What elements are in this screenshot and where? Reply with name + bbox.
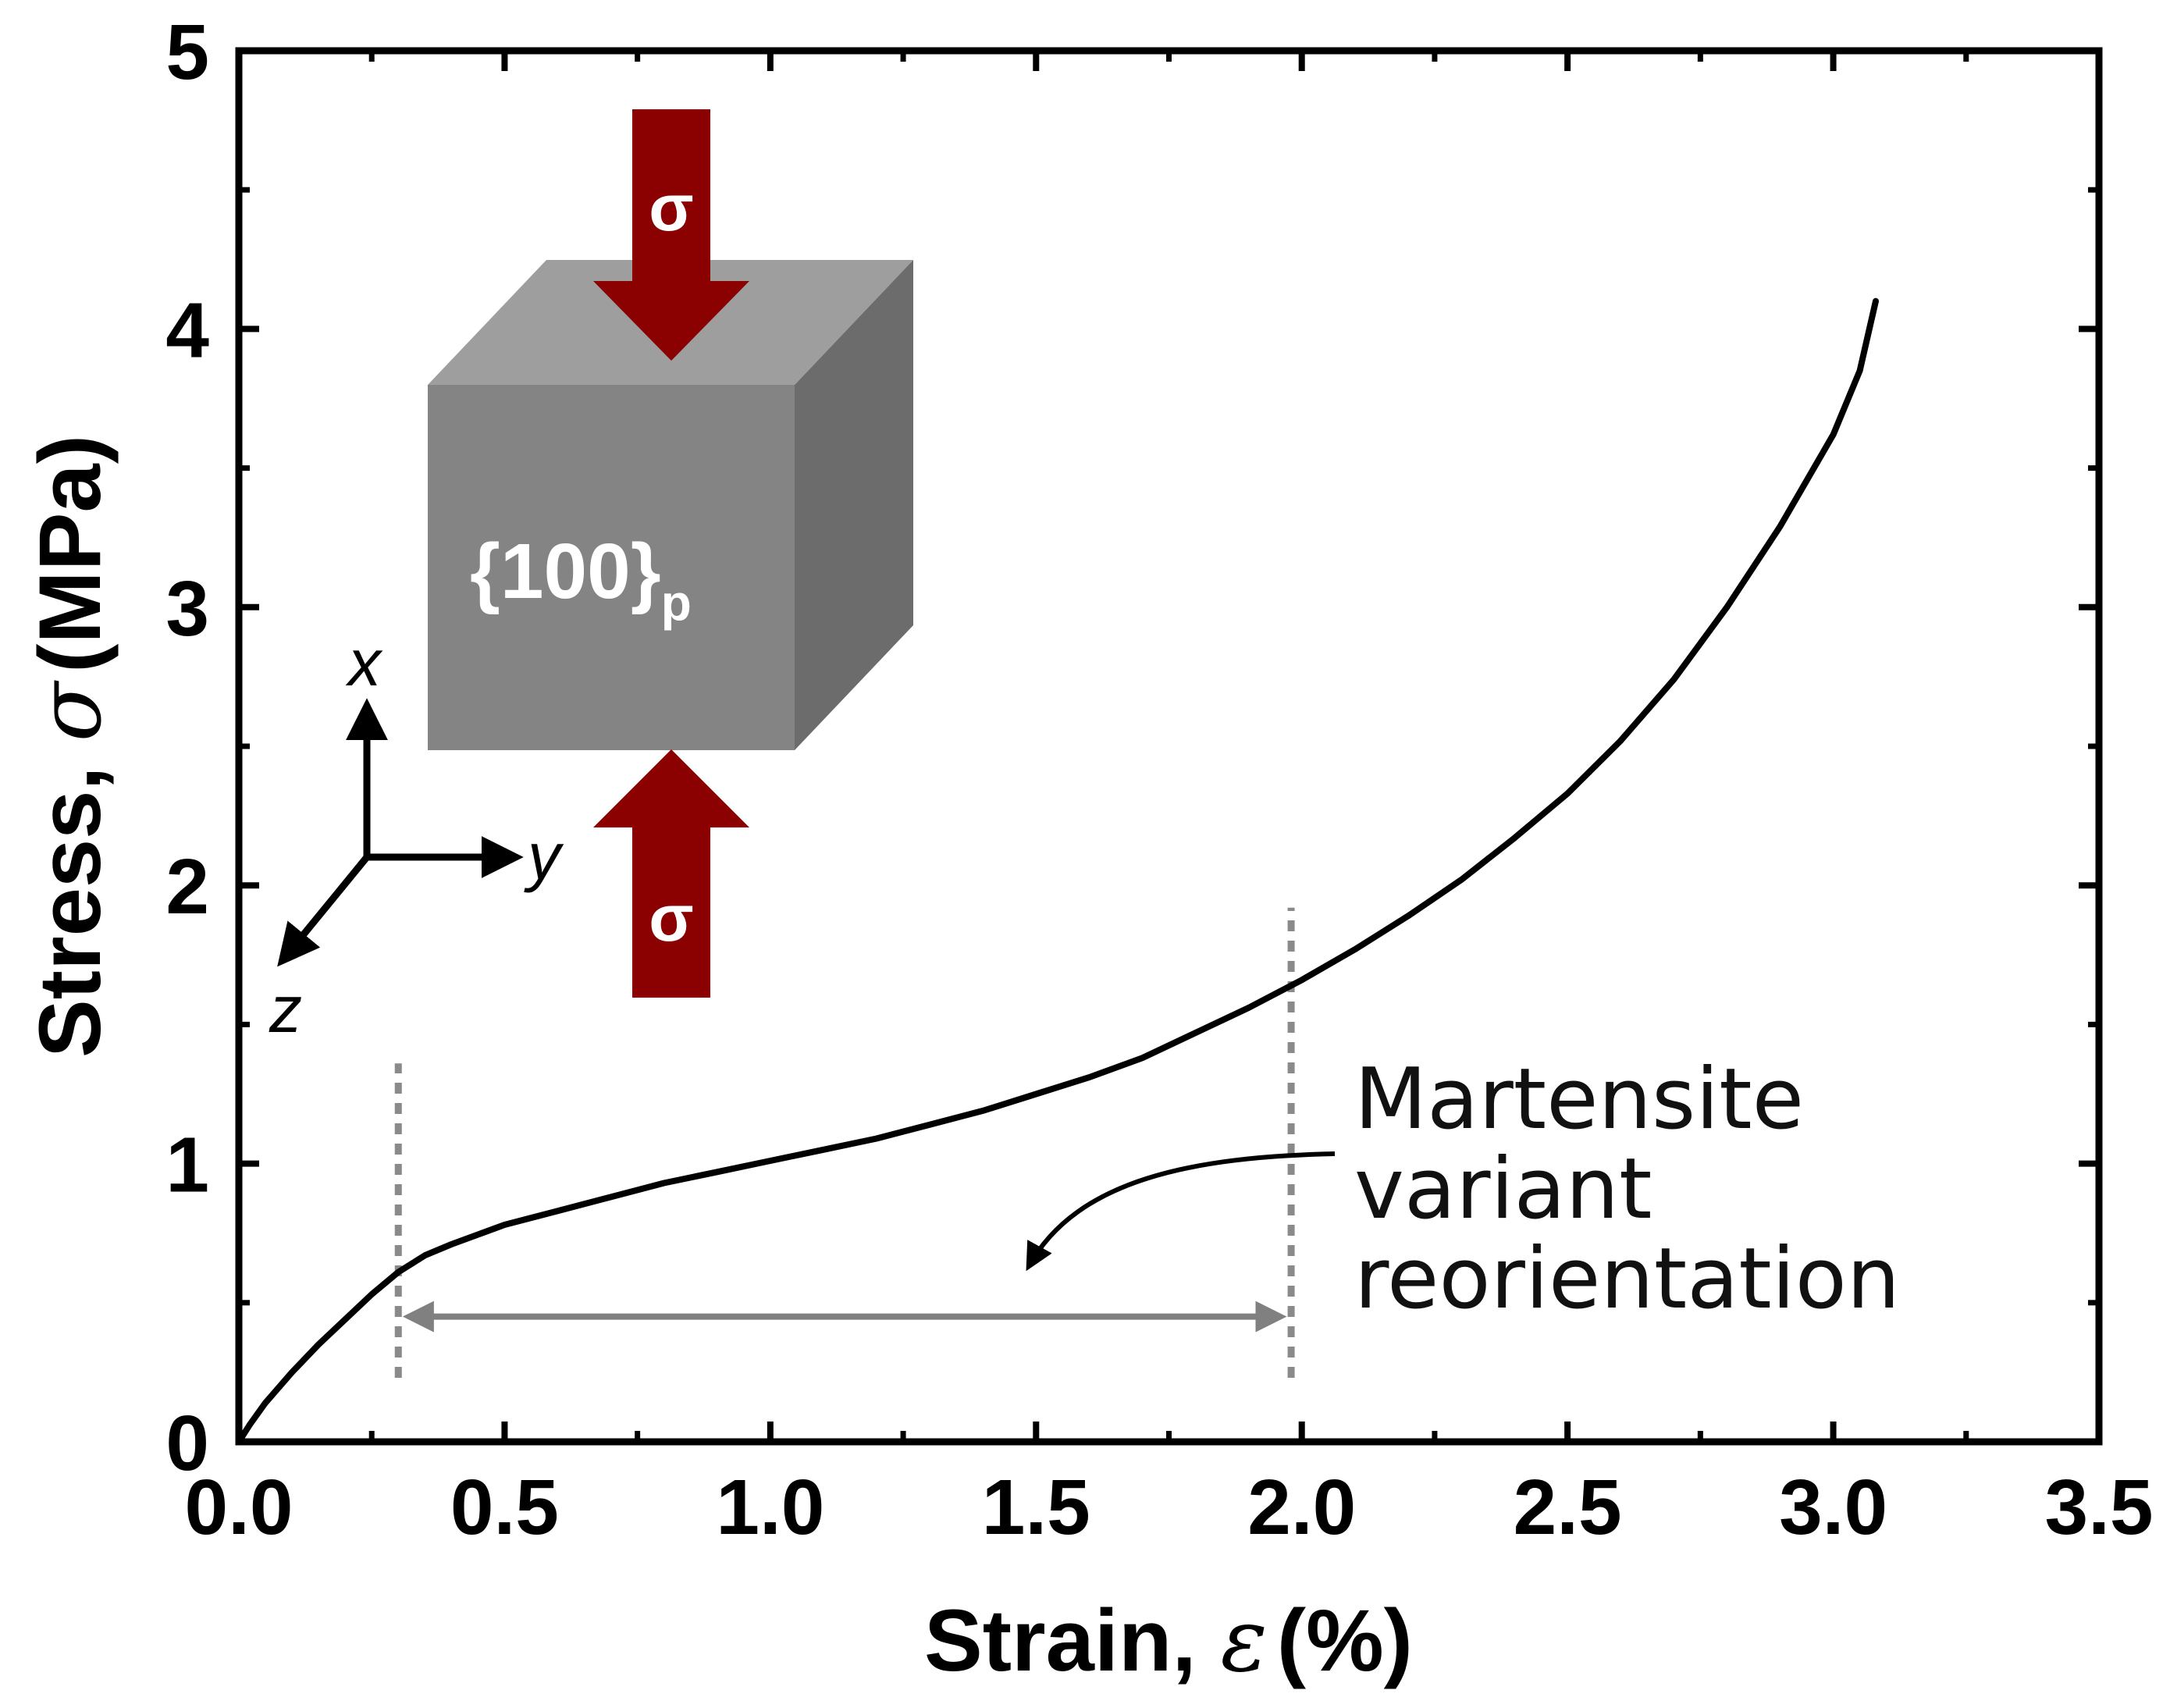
x-axis-label: x: [345, 626, 383, 699]
x-tick-label: 3.0: [1779, 1464, 1887, 1551]
stress-strain-line: [236, 297, 1879, 1445]
cube-plane-label: {100}p: [470, 528, 692, 631]
y-tick-label: 5: [165, 9, 209, 96]
annotation-line-3: reorientation: [1354, 1230, 1900, 1328]
y-axis-label: y: [524, 820, 564, 893]
y-tick-label: 0: [165, 1400, 209, 1487]
bottom-force-arrow: [593, 749, 749, 998]
inset-diagram: {100}p σ σ x y z: [269, 109, 913, 1046]
axis-tick-labels: 0.0 0.5 1.0 1.5 2.0 2.5 3.0 3.5 0 1 2 3 4 5: [165, 9, 2153, 1551]
y-tick-label: 2: [165, 843, 209, 931]
top-force-label: σ: [649, 171, 693, 244]
annotation-arrow: [1026, 1151, 1336, 1272]
cube-front-face: [428, 385, 795, 750]
x-axis-title: Strain, ε (%): [924, 1590, 1413, 1692]
top-force-arrow: [593, 109, 749, 361]
bottom-force-label: σ: [649, 881, 693, 955]
x-tick-label: 2.5: [1514, 1464, 1622, 1551]
z-axis-arrow: [277, 855, 370, 967]
x-tick-label: 1.0: [716, 1464, 824, 1551]
x-tick-label: 1.5: [982, 1464, 1090, 1551]
x-tick-label: 0.0: [184, 1464, 293, 1551]
y-tick-label: 3: [165, 565, 209, 653]
y-tick-label: 4: [165, 286, 209, 374]
y-axis-title: Stress, σ(MPa): [20, 435, 121, 1058]
annotation-line-1: Martensite: [1354, 1051, 1804, 1148]
z-axis-label: z: [269, 973, 302, 1046]
x-tick-label: 0.5: [450, 1464, 559, 1551]
y-tick-label: 1: [165, 1122, 209, 1209]
cube-side-face: [795, 260, 913, 750]
annotation-line-2: variant: [1354, 1140, 1652, 1238]
axis-ticks: [236, 48, 2102, 1445]
x-tick-label: 2.0: [1247, 1464, 1356, 1551]
x-tick-label: 3.5: [2044, 1464, 2153, 1551]
